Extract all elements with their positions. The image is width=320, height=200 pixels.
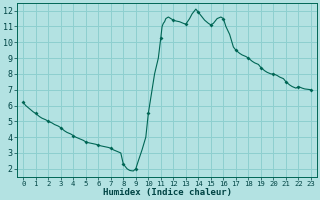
X-axis label: Humidex (Indice chaleur): Humidex (Indice chaleur) xyxy=(103,188,232,197)
